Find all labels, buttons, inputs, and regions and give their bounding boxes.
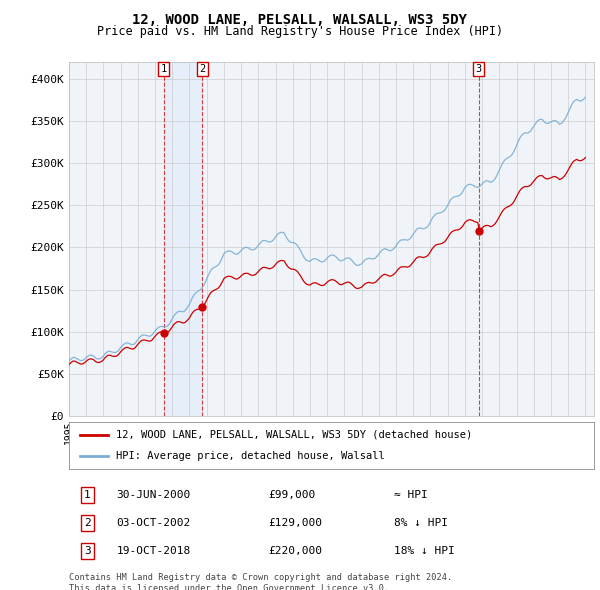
Text: 2: 2 xyxy=(84,518,91,527)
Text: 3: 3 xyxy=(84,546,91,556)
Text: 1: 1 xyxy=(84,490,91,500)
Bar xyxy=(164,62,202,416)
Text: £129,000: £129,000 xyxy=(269,518,323,527)
Text: 12, WOOD LANE, PELSALL, WALSALL, WS3 5DY (detached house): 12, WOOD LANE, PELSALL, WALSALL, WS3 5DY… xyxy=(116,430,473,440)
Text: 03-OCT-2002: 03-OCT-2002 xyxy=(116,518,191,527)
Text: 12, WOOD LANE, PELSALL, WALSALL, WS3 5DY: 12, WOOD LANE, PELSALL, WALSALL, WS3 5DY xyxy=(133,13,467,27)
Text: 2: 2 xyxy=(199,64,206,74)
Text: Price paid vs. HM Land Registry's House Price Index (HPI): Price paid vs. HM Land Registry's House … xyxy=(97,25,503,38)
Text: HPI: Average price, detached house, Walsall: HPI: Average price, detached house, Wals… xyxy=(116,451,385,461)
Text: 30-JUN-2000: 30-JUN-2000 xyxy=(116,490,191,500)
Text: 1: 1 xyxy=(161,64,167,74)
Text: 19-OCT-2018: 19-OCT-2018 xyxy=(116,546,191,556)
Text: £99,000: £99,000 xyxy=(269,490,316,500)
Text: Contains HM Land Registry data © Crown copyright and database right 2024.
This d: Contains HM Land Registry data © Crown c… xyxy=(69,573,452,590)
Text: 8% ↓ HPI: 8% ↓ HPI xyxy=(395,518,449,527)
Text: ≈ HPI: ≈ HPI xyxy=(395,490,428,500)
Text: 18% ↓ HPI: 18% ↓ HPI xyxy=(395,546,455,556)
Text: 3: 3 xyxy=(475,64,482,74)
Text: £220,000: £220,000 xyxy=(269,546,323,556)
